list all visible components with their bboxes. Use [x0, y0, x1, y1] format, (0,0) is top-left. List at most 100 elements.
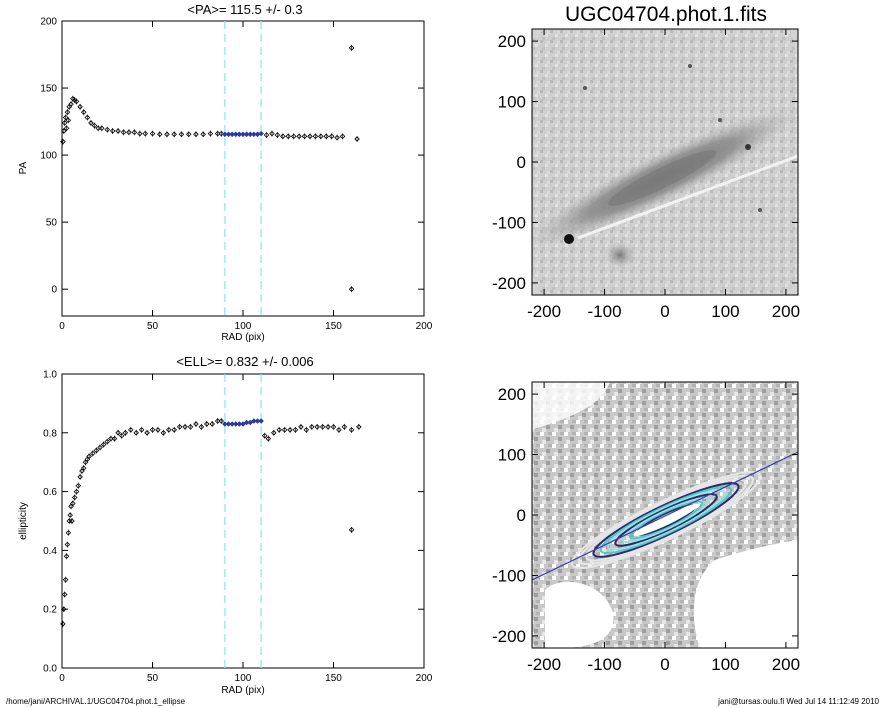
pa-data-point: [99, 125, 105, 132]
ellipticity-data-point: [160, 429, 167, 436]
pa-data-point: [156, 131, 163, 138]
ellipticity-data-point: [356, 423, 362, 430]
fits-ytick-label: 0: [517, 153, 526, 172]
ellipticity-data-point: [118, 432, 125, 439]
fits-image-ticks: -200 -100 0 100 200 -200 -100 0 100 200: [492, 29, 800, 321]
ellipticity-data-point: [61, 606, 67, 613]
pa-data-point: [64, 109, 71, 116]
pa-data-point: [61, 119, 68, 126]
pa-data-point: [354, 136, 360, 142]
ellipticity-data-point: [93, 447, 100, 454]
isophote-ellipse: [614, 493, 718, 547]
ellipticity-data-point: [65, 529, 72, 536]
isophote-ellipse: [621, 496, 711, 544]
position-angle-line: [532, 451, 798, 581]
ellipticity-xtick-label: 150: [325, 673, 342, 684]
isophote-ellipse: [592, 482, 740, 558]
ellipticity-data-point: [298, 423, 304, 430]
ellipticity-data-point: [209, 420, 215, 427]
ellipticity-data-point: [176, 423, 183, 430]
isophote-ytick-label: 100: [498, 446, 526, 465]
pa-plot-title: <PA>= 115.5 +/- 0.3: [187, 2, 302, 17]
pa-data-point: [120, 129, 127, 136]
ellipticity-data-point: [97, 444, 103, 451]
ellipticity-data-point: [128, 426, 134, 433]
ellipticity-data-point: [171, 426, 177, 433]
ellipticity-plot-points: [60, 418, 362, 627]
pa-data-point: [73, 98, 80, 105]
pa-data-point: [301, 133, 308, 140]
ellipticity-data-point: [348, 426, 355, 433]
isophote-ytick-label: 200: [498, 385, 526, 404]
pa-data-point: [131, 129, 138, 136]
isophote-ellipse: [570, 471, 762, 569]
ellipticity-data-point: [61, 591, 68, 598]
pa-data-point: [164, 131, 170, 138]
ellipticity-data-point: [62, 576, 69, 583]
fits-xtick-label: -100: [588, 302, 622, 321]
pa-xtick-label: 200: [416, 321, 433, 332]
ellipticity-data-point: [187, 423, 194, 430]
ellipticity-plot-guide-lines: [224, 374, 262, 668]
ellipticity-data-point: [314, 423, 320, 430]
ellipticity-plot-ylabel: ellipticity: [18, 502, 29, 540]
pa-plot-ticks: 0 50 100 150 200 0 50 100 150 200: [40, 17, 432, 333]
pa-data-point: [200, 131, 206, 138]
ellipticity-data-point: [348, 526, 355, 533]
ellipticity-data-point: [104, 438, 111, 445]
ellipticity-data-point: [100, 441, 107, 448]
ellipticity-data-point: [198, 423, 205, 430]
pa-ytick-label: 50: [46, 218, 58, 229]
ellipticity-data-point: [276, 426, 282, 433]
pa-ytick-label: 100: [40, 151, 57, 162]
ellipticity-data-point: [86, 453, 92, 460]
isophote-image: [532, 382, 798, 648]
ellipticity-data-point: [240, 421, 246, 427]
ellipticity-data-point: [287, 426, 293, 433]
fits-ytick-label: 100: [498, 93, 526, 112]
pa-data-point: [214, 130, 221, 137]
ellipticity-data-point: [149, 426, 156, 433]
ellipticity-data-point: [60, 620, 66, 627]
pa-data-point: [171, 131, 177, 138]
footer-path: /home/jani/ARCHIVAL.1/UGC04704.phot.1_el…: [6, 697, 186, 706]
ellipticity-data-point: [138, 426, 145, 433]
isophote-ellipse: [628, 500, 704, 540]
fits-image: [532, 29, 798, 295]
fits-image-title: UGC04704.phot.1.fits: [565, 3, 767, 26]
pa-data-point: [290, 133, 297, 140]
ellipticity-xtick-label: 50: [147, 673, 159, 684]
ellipticity-data-point: [319, 423, 326, 430]
ellipticity-plot-ticks: 0 50 100 150 200 0.0 0.2 0.4 0.6 0.8 1.0: [43, 370, 433, 685]
pa-data-point: [263, 131, 270, 138]
pa-data-point: [68, 101, 74, 108]
ellipticity-data-point: [75, 482, 82, 489]
pa-data-point: [137, 130, 143, 137]
pa-data-point: [84, 114, 91, 121]
fits-image-panel: UGC04704.phot.1.fits: [492, 3, 800, 321]
ellipticity-data-point: [204, 420, 210, 427]
ellipticity-data-point: [303, 426, 310, 433]
isophote-ytick-label: 0: [517, 506, 526, 525]
ellipticity-data-point: [271, 429, 277, 436]
ellipticity-data-point: [330, 423, 337, 430]
pa-data-point: [348, 44, 355, 51]
pa-data-point: [307, 133, 313, 140]
isophote-ytick-label: -200: [492, 627, 526, 646]
ellipticity-ytick-label: 0.4: [43, 546, 57, 557]
pa-data-point: [60, 138, 66, 145]
pa-data-point: [88, 119, 94, 126]
ellipticity-data-point: [67, 512, 73, 519]
fits-xtick-label: -200: [527, 302, 561, 321]
ellipticity-data-point: [265, 435, 272, 442]
pa-data-point: [296, 133, 302, 140]
isophote-xtick-label: 0: [660, 655, 669, 674]
ellipticity-data-point: [70, 500, 76, 507]
pa-data-point: [63, 125, 70, 132]
ellipticity-ytick-label: 0.8: [43, 428, 57, 439]
ellipticity-xtick-label: 0: [59, 673, 65, 684]
ellipticity-data-point: [71, 494, 78, 501]
ellipticity-data-point: [144, 429, 150, 436]
ellipticity-plot-xlabel: RAD (pix): [221, 685, 264, 696]
pa-plot-guide-lines: [224, 21, 262, 316]
